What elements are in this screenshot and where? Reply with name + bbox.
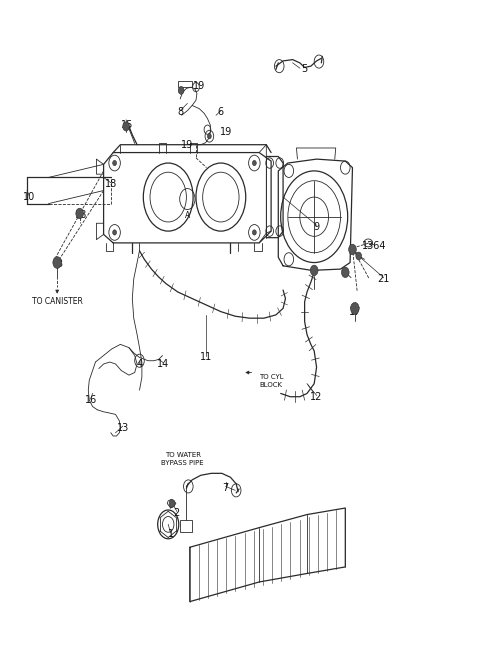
Circle shape — [113, 230, 117, 235]
Circle shape — [341, 267, 349, 277]
Text: 10: 10 — [24, 192, 36, 202]
Circle shape — [311, 265, 318, 276]
Text: 9: 9 — [313, 222, 320, 232]
Circle shape — [207, 134, 211, 139]
Text: TO CYL
BLOCK: TO CYL BLOCK — [259, 374, 284, 388]
Bar — [27, 177, 111, 203]
Text: 16: 16 — [84, 395, 97, 405]
Bar — [178, 81, 192, 87]
Text: 7: 7 — [223, 483, 229, 493]
Text: 5: 5 — [301, 64, 308, 74]
Text: 8: 8 — [177, 107, 183, 117]
Circle shape — [356, 252, 361, 260]
Text: TO WATER
BYPASS PIPE: TO WATER BYPASS PIPE — [161, 453, 204, 466]
Text: 4: 4 — [136, 359, 143, 369]
Circle shape — [252, 230, 256, 235]
Text: 3: 3 — [56, 259, 62, 269]
Circle shape — [348, 244, 356, 255]
Circle shape — [53, 256, 61, 268]
Text: 18: 18 — [105, 179, 117, 189]
Text: 19: 19 — [181, 140, 193, 150]
Text: 14: 14 — [157, 359, 169, 369]
Text: 21: 21 — [377, 274, 390, 284]
Text: 12: 12 — [311, 392, 323, 401]
Text: 19: 19 — [219, 127, 232, 136]
Text: 1364: 1364 — [362, 241, 386, 251]
Text: 11: 11 — [200, 352, 213, 363]
Text: 1: 1 — [168, 529, 174, 539]
Circle shape — [76, 208, 84, 218]
Circle shape — [252, 161, 256, 166]
Bar — [180, 520, 192, 532]
Text: TO CANISTER: TO CANISTER — [32, 297, 83, 306]
Text: A: A — [185, 211, 190, 220]
Text: 17: 17 — [348, 306, 361, 317]
Circle shape — [123, 122, 130, 131]
Circle shape — [350, 302, 359, 314]
Text: 6: 6 — [218, 107, 224, 117]
Text: 18: 18 — [75, 211, 87, 220]
Text: 2: 2 — [174, 508, 180, 518]
Circle shape — [169, 499, 175, 507]
Text: 13: 13 — [117, 422, 129, 432]
Circle shape — [113, 161, 117, 166]
Text: 15: 15 — [121, 120, 134, 130]
Circle shape — [178, 87, 184, 94]
Text: 19: 19 — [193, 81, 205, 91]
